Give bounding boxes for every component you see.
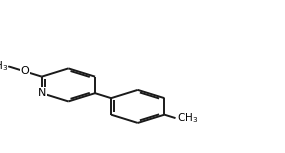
Text: methoxy: methoxy xyxy=(7,65,13,66)
Text: N: N xyxy=(38,88,46,98)
Text: CH$_3$: CH$_3$ xyxy=(0,59,8,73)
Text: O: O xyxy=(21,66,29,76)
Text: CH$_3$: CH$_3$ xyxy=(177,111,198,125)
Text: methoxy: methoxy xyxy=(7,65,13,66)
